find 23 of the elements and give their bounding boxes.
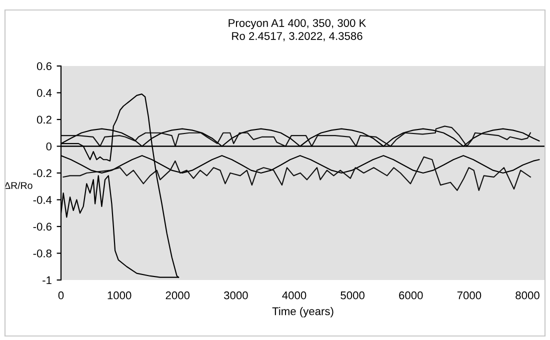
x-tick-label: 0 xyxy=(58,291,64,300)
y-tick-label: -0.8 xyxy=(33,250,52,258)
x-tick-label: 7000 xyxy=(457,291,482,300)
x-tick-label: 8000 xyxy=(516,291,540,300)
x-tick-label: 6000 xyxy=(399,291,423,300)
x-tick-label: 4000 xyxy=(282,291,306,300)
x-axis-title: Time (years) xyxy=(272,307,334,318)
y-tick-label: -0.4 xyxy=(33,196,52,204)
y-tick-label: 0.2 xyxy=(36,116,52,124)
y-tick-label: -0.2 xyxy=(33,169,52,178)
x-tick-label: 3000 xyxy=(224,291,248,300)
y-tick-label: 0.6 xyxy=(36,62,52,70)
x-tick-label: 5000 xyxy=(340,291,364,300)
x-tick-label: 2000 xyxy=(166,291,190,300)
chart-title: Procyon A1 400, 350, 300 K xyxy=(228,19,366,30)
y-tick-label: 0 xyxy=(46,142,52,150)
line-series xyxy=(62,156,531,191)
chart-subtitle: Ro 2.4517, 3.2022, 4.3586 xyxy=(232,32,362,42)
x-tick-label: 1000 xyxy=(108,291,132,300)
y-tick-label: -0.6 xyxy=(33,222,52,231)
y-axis-title: ΔR/Ro xyxy=(4,182,32,189)
y-tick-label: 0.4 xyxy=(36,89,52,97)
y-tick-label: -1 xyxy=(42,276,52,284)
